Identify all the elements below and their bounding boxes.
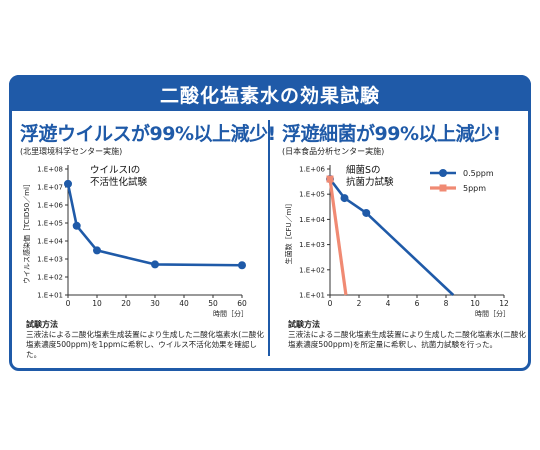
x-tick-label: 6 (415, 299, 420, 308)
banner-title: 二酸化塩素水の効果試験 (159, 85, 380, 107)
y-axis-label: ウイルス感染価［TCID50／ml］ (22, 180, 31, 284)
bacteria-panel: 浮遊細菌が99%以上減少! (日本食品分析センター実施) 1.E+01 1.E+0… (282, 111, 532, 361)
x-axis-label: 時間［分］ (475, 309, 510, 318)
x-tick-label: 0 (328, 299, 333, 308)
x-tick-label: 10 (92, 299, 102, 308)
x-tick-label: 10 (470, 299, 480, 308)
y-tick-label: 1.E+05 (299, 191, 325, 199)
data-point (151, 260, 159, 269)
y-tick-label: 1.E+04 (299, 216, 325, 224)
bacteria-lab-note: (日本食品分析センター実施) (282, 147, 385, 156)
y-tick-label: 1.E+04 (37, 238, 63, 246)
x-tick-label: 2 (357, 299, 362, 308)
bacteria-headline: 浮遊細菌が99%以上減少! (282, 123, 501, 145)
x-tick-label: 60 (237, 299, 247, 308)
y-tick-label: 1.E+07 (37, 184, 63, 192)
data-point (326, 175, 334, 183)
x-tick-label: 12 (499, 299, 509, 308)
data-point (64, 179, 72, 188)
virus-panel: 浮遊ウイルスが99%以上減少! (北里環境科学センター実施) 1.E+01 1.E… (20, 111, 276, 361)
x-axis-label: 時間［分］ (213, 309, 248, 318)
bacteria-method-title: 試験方法 (288, 320, 320, 329)
x-tick-label: 4 (386, 299, 391, 308)
chart-title: ウイルスIの (90, 165, 140, 176)
x-tick-label: 40 (179, 299, 189, 308)
y-tick-label: 1.E+08 (37, 166, 63, 174)
results-frame (9, 75, 531, 371)
virus-headline: 浮遊ウイルスが99%以上減少! (20, 123, 276, 145)
x-tick-label: 8 (444, 299, 449, 308)
data-point (340, 194, 349, 203)
legend-label: 5ppm (463, 184, 486, 193)
y-tick-label: 1.E+06 (37, 202, 63, 210)
x-tick-label: 50 (208, 299, 218, 308)
bacteria-method-text: 三液法による二酸化塩素生成装置により生成した二酸化塩素水(二酸化塩素濃度500p… (288, 330, 526, 349)
data-point (72, 221, 81, 230)
y-tick-label: 1.E+01 (37, 292, 63, 300)
y-tick-label: 1.E+02 (37, 274, 63, 282)
chart-title: 細菌Sの (346, 164, 381, 176)
y-tick-label: 1.E+03 (37, 256, 63, 264)
series-line (328, 178, 348, 296)
y-tick-label: 1.E+03 (299, 241, 325, 249)
y-axis-label: 生菌数［CFU／ml］ (284, 200, 293, 265)
y-tick-label: 1.E+02 (299, 266, 325, 274)
virus-method-text: 三液法による二酸化塩素生成装置により生成した二酸化塩素水(二酸化塩素濃度500p… (26, 330, 264, 359)
virus-chart: 1.E+01 1.E+02 1.E+03 1.E+04 1.E+05 1.E+06 1.E+… (22, 165, 248, 318)
legend-marker (439, 169, 447, 177)
bacteria-chart: 1.E+01 1.E+02 1.E+03 1.E+04 1.E+05 1.E+06 0 2 4 6… (284, 164, 510, 318)
virus-method-title: 試験方法 (26, 320, 58, 329)
virus-lab-note: (北里環境科学センター実施) (20, 147, 123, 156)
y-tick-label: 1.E+01 (299, 292, 325, 300)
x-tick-label: 30 (150, 299, 160, 308)
data-point (362, 208, 371, 217)
legend-marker (439, 184, 447, 192)
y-tick-label: 1.E+06 (299, 166, 325, 174)
legend-label: 0.5ppm (463, 169, 494, 178)
panel-divider (268, 120, 270, 356)
x-tick-label: 20 (121, 299, 131, 308)
title-banner: 二酸化塩素水の効果試験 (9, 75, 531, 111)
series-line (328, 178, 455, 296)
chart-title: 抗菌力試験 (346, 176, 394, 188)
data-point (238, 261, 246, 270)
data-point (93, 246, 101, 255)
y-tick-label: 1.E+05 (37, 220, 63, 228)
chart-title: 不活性化試験 (90, 176, 148, 188)
x-tick-label: 0 (66, 299, 71, 308)
